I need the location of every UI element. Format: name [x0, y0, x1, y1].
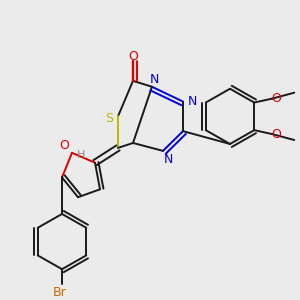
- Text: Br: Br: [53, 286, 67, 299]
- Text: O: O: [128, 50, 138, 63]
- Text: O: O: [59, 140, 69, 152]
- Text: N: N: [187, 95, 197, 108]
- Text: N: N: [149, 74, 159, 86]
- Text: O: O: [271, 128, 281, 141]
- Text: S: S: [105, 112, 113, 125]
- Text: N: N: [163, 153, 173, 166]
- Text: H: H: [77, 150, 85, 160]
- Text: O: O: [271, 92, 281, 105]
